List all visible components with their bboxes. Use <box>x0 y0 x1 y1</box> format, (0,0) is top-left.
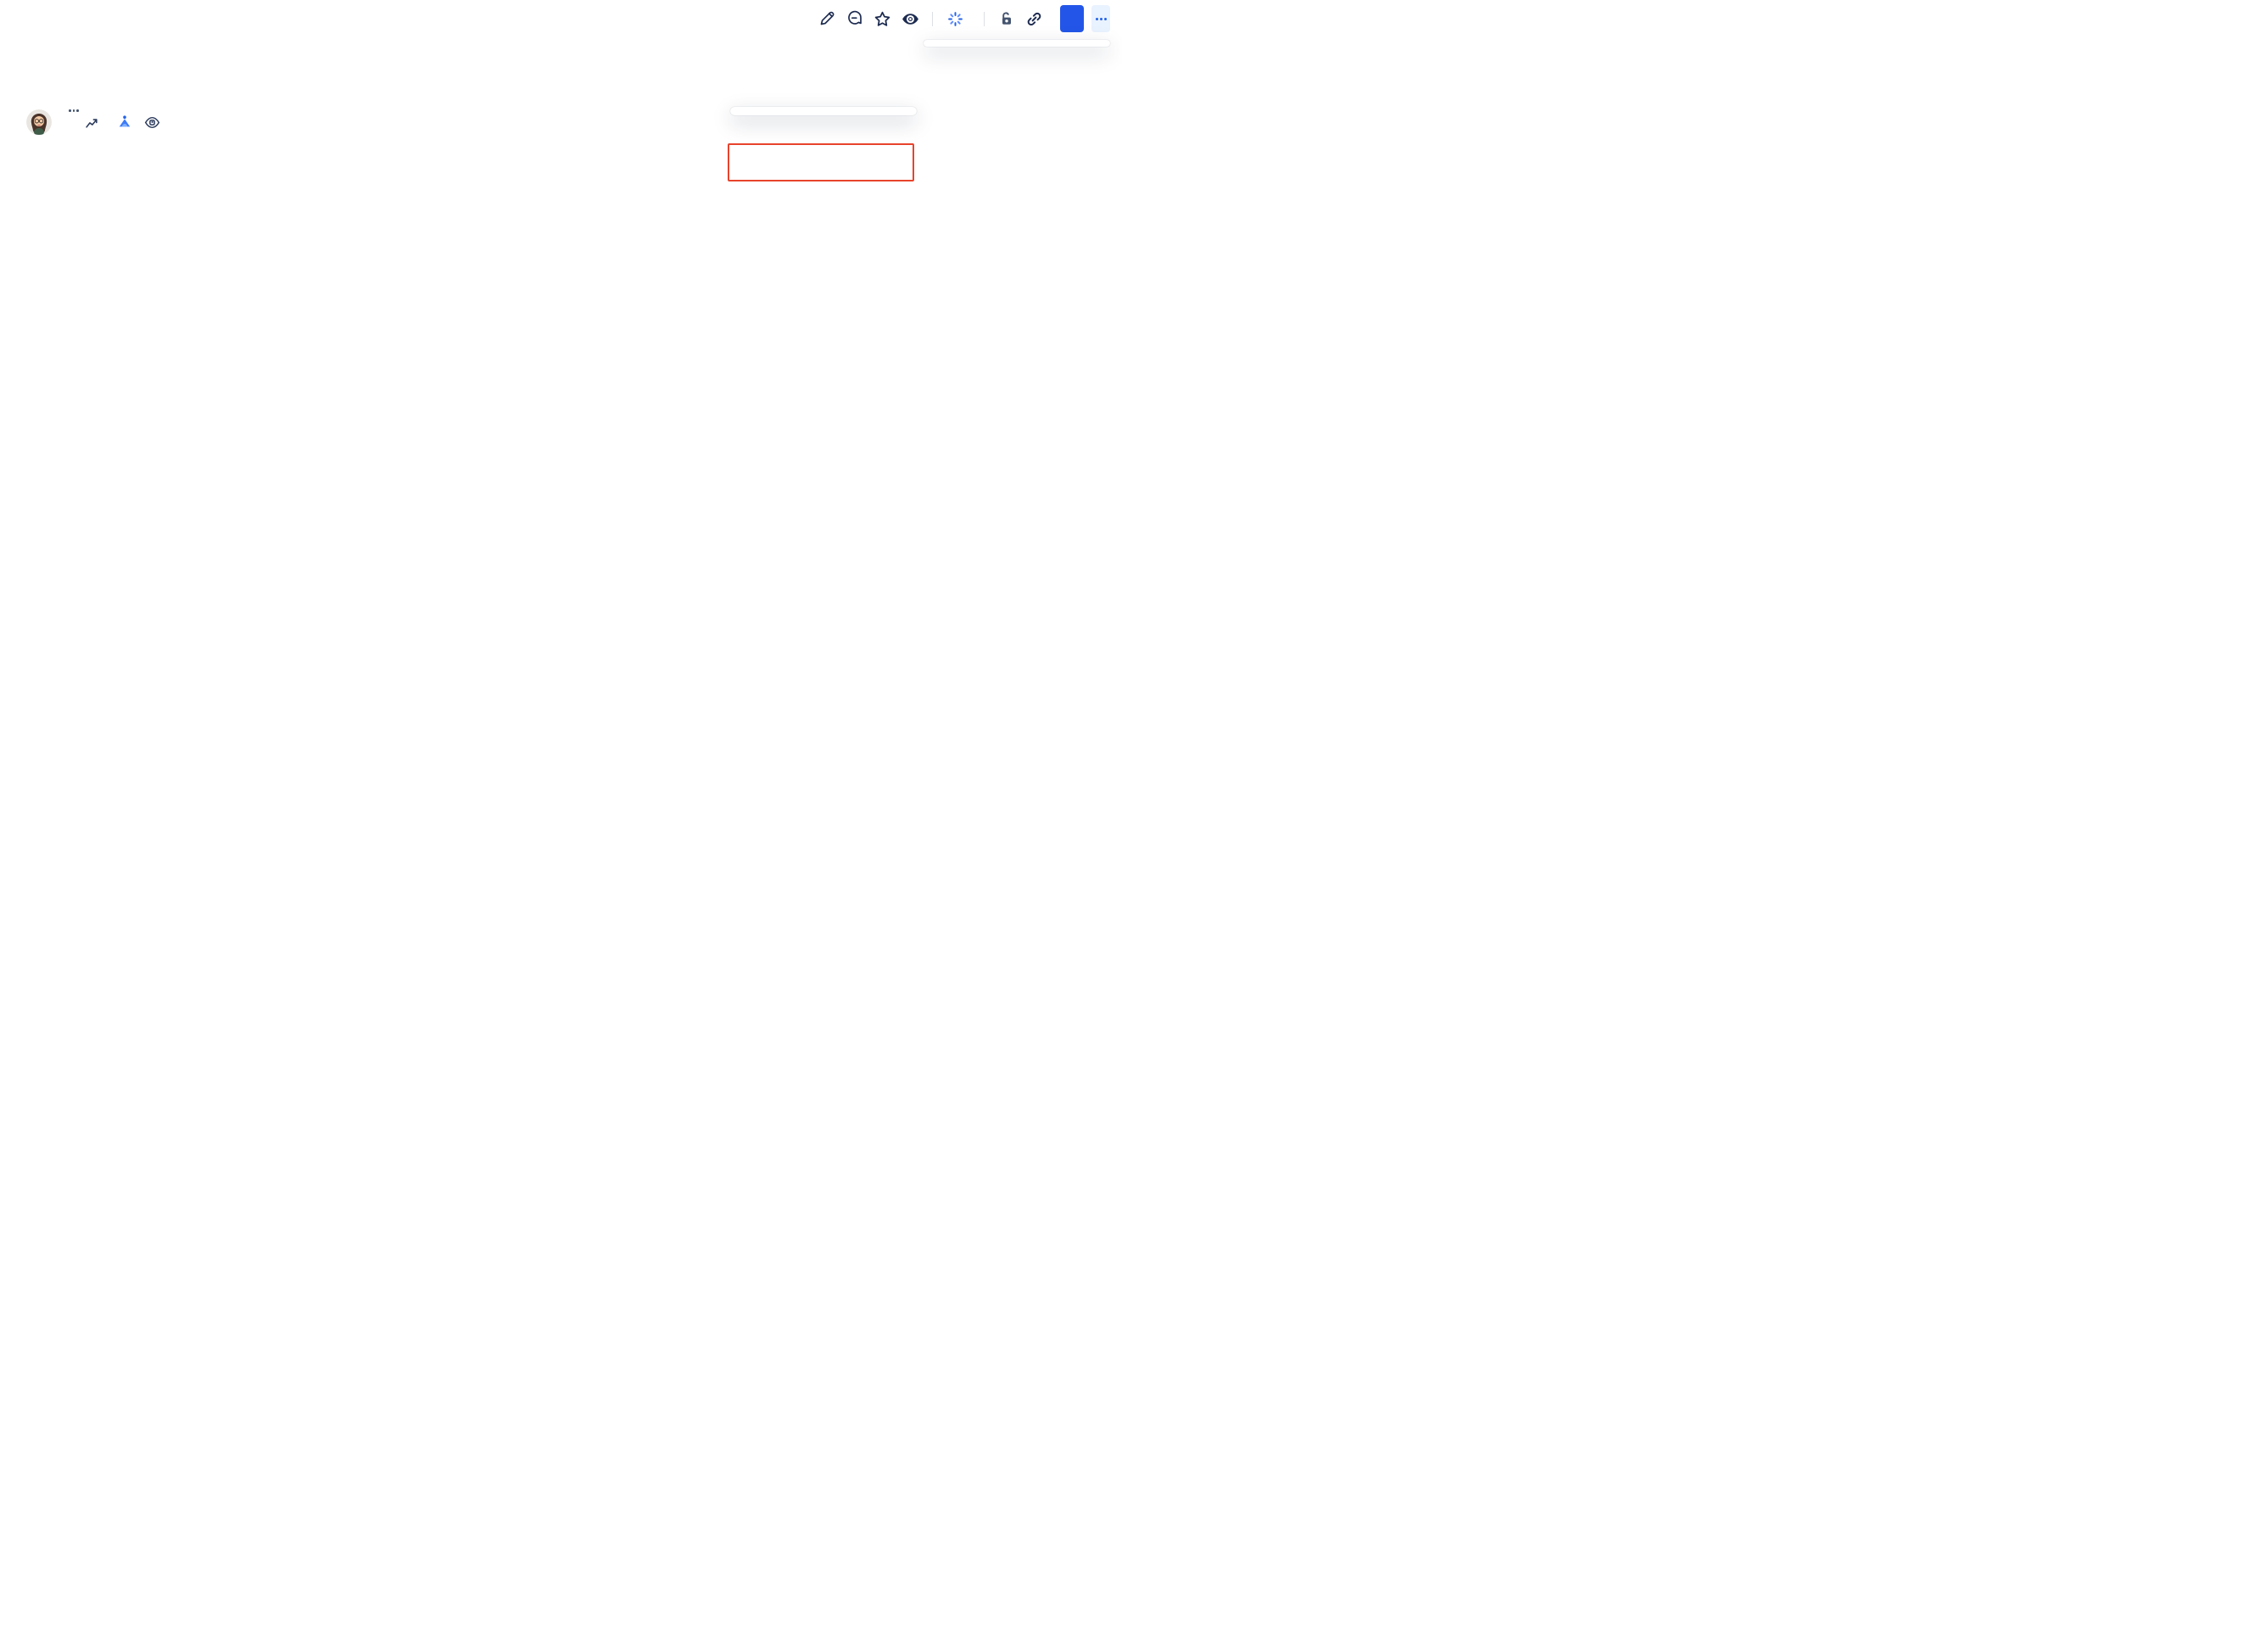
export-pdf-highlight-annotation <box>728 143 914 181</box>
ai-sparkle-icon <box>948 11 963 26</box>
requirement-yogi-icon <box>119 115 131 127</box>
owner-avatar <box>26 109 52 135</box>
more-actions-button[interactable] <box>1091 5 1110 32</box>
edit-pencil-icon[interactable] <box>812 5 840 32</box>
star-icon[interactable] <box>868 5 896 32</box>
owner-more-icon[interactable] <box>69 109 79 112</box>
analytics-chart-icon <box>86 118 98 128</box>
confluence-page <box>0 0 1122 826</box>
page-actions <box>812 4 1110 33</box>
scroll-viewport-eye-icon <box>144 116 160 128</box>
export-submenu <box>730 107 917 115</box>
share-button[interactable] <box>1060 5 1084 32</box>
owner-line <box>61 109 166 112</box>
more-actions-menu <box>924 40 1110 47</box>
toolbar-divider <box>932 11 933 26</box>
comment-icon[interactable] <box>840 5 868 32</box>
summarise-button[interactable] <box>941 5 976 32</box>
byline <box>26 109 166 135</box>
unlocked-icon[interactable] <box>992 5 1020 32</box>
toolbar-divider <box>984 11 985 26</box>
meta-line <box>61 114 166 131</box>
watching-eye-icon[interactable] <box>896 5 924 32</box>
copy-link-icon[interactable] <box>1020 5 1048 32</box>
